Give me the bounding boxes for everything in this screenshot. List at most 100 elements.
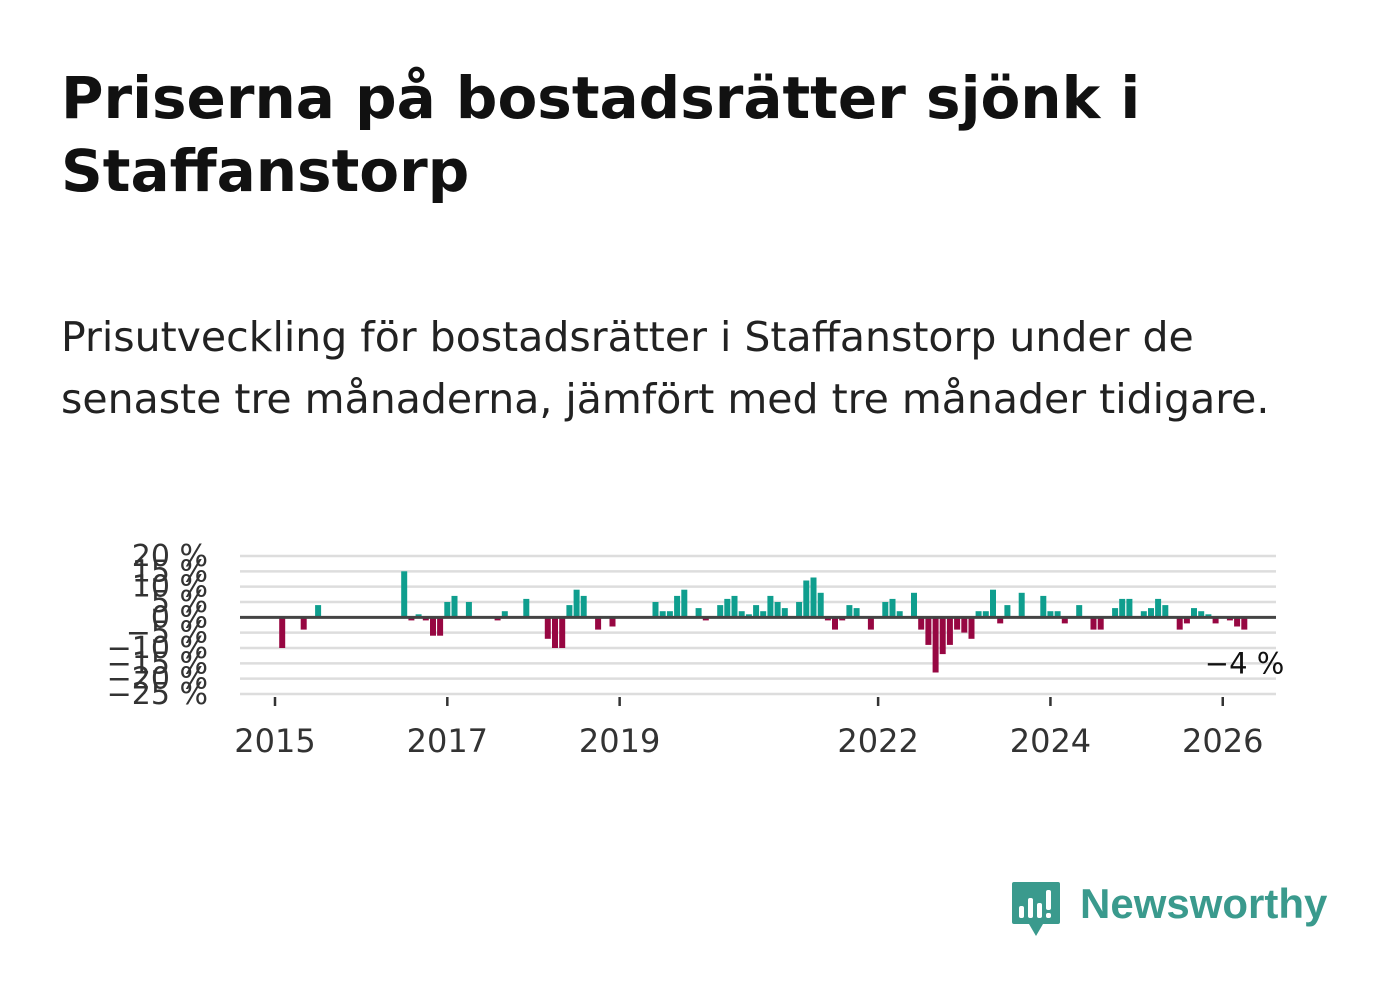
bar — [1191, 608, 1197, 618]
x-tick-label: 2015 — [234, 722, 315, 760]
bar — [1140, 611, 1147, 618]
bar — [1212, 617, 1219, 624]
bar — [767, 595, 774, 618]
y-tick-label: 0 % — [151, 600, 208, 635]
bar — [652, 602, 659, 618]
bar — [1226, 617, 1233, 621]
bar — [896, 611, 903, 618]
bar — [674, 595, 681, 618]
bar — [1047, 611, 1054, 618]
bar — [659, 611, 666, 618]
y-tick-label: 5 % — [151, 585, 208, 620]
bar — [279, 617, 286, 648]
bar — [889, 598, 896, 618]
bar — [882, 602, 889, 618]
x-tick-label: 2026 — [1182, 722, 1263, 760]
bar — [401, 571, 408, 618]
y-tick-label: 20 % — [132, 539, 208, 574]
bar — [695, 608, 702, 618]
bar — [1054, 611, 1061, 618]
x-tick-label: 2022 — [837, 722, 918, 760]
bar — [781, 608, 788, 618]
bar — [609, 617, 616, 627]
bar — [580, 595, 587, 618]
bar — [1018, 592, 1025, 618]
bar — [982, 611, 989, 618]
bar — [566, 605, 573, 618]
bar — [867, 617, 874, 630]
bar — [717, 605, 724, 618]
chart-title: Priserna på bostadsrätter sjönk i Staffa… — [61, 64, 1141, 205]
bar — [1155, 598, 1162, 618]
bar — [573, 589, 580, 618]
bar — [494, 617, 501, 621]
bar — [853, 608, 860, 618]
newsworthy-logo-icon — [1012, 882, 1060, 936]
bar — [559, 617, 566, 648]
bar — [932, 617, 939, 673]
bar — [1183, 617, 1190, 624]
y-tick-label: −10 % — [107, 631, 208, 666]
bar — [731, 595, 738, 618]
bar — [738, 611, 745, 618]
gridlines — [240, 554, 1276, 696]
bar — [437, 617, 444, 636]
bars — [279, 571, 1248, 673]
x-tick-label: 2017 — [407, 722, 488, 760]
bar — [1162, 605, 1169, 618]
bar — [997, 617, 1004, 624]
bar — [810, 577, 817, 618]
bar — [946, 617, 953, 645]
bar — [544, 617, 551, 639]
bar — [954, 617, 961, 630]
bar — [1097, 617, 1104, 630]
last-value-label: −4 % — [1205, 646, 1285, 680]
bar — [796, 602, 803, 618]
brand-name: Newsworthy — [1080, 880, 1328, 927]
bar — [1090, 617, 1097, 630]
bar — [444, 602, 451, 618]
bar — [501, 611, 508, 618]
bar — [961, 617, 968, 633]
y-axis-ticks: 20 %15 %10 %5 %0 %−5 %−10 %−15 %−20 %−25… — [107, 539, 208, 712]
bar — [702, 617, 709, 621]
chart-subtitle: Prisutveckling för bostadsrätter i Staff… — [61, 313, 1270, 423]
bar — [832, 617, 838, 630]
bar — [1126, 598, 1133, 618]
bar — [300, 617, 307, 630]
x-tick-label: 2019 — [579, 722, 660, 760]
bar — [1061, 617, 1068, 624]
bar — [817, 592, 824, 618]
bar — [1241, 617, 1248, 630]
bar — [315, 605, 322, 618]
bar — [1004, 605, 1011, 618]
price-change-bar-chart: 20 %15 %10 %5 %0 %−5 %−10 %−15 %−20 %−25… — [107, 539, 1285, 760]
bar — [846, 605, 853, 618]
y-tick-label: −5 % — [126, 616, 208, 651]
bar — [939, 617, 946, 655]
bar — [839, 617, 846, 621]
y-tick-label: −20 % — [107, 662, 208, 697]
bar — [681, 589, 688, 618]
bar — [918, 617, 925, 630]
x-tick-label: 2024 — [1010, 722, 1091, 760]
bar — [1076, 605, 1083, 618]
bar — [465, 602, 472, 618]
bar — [408, 617, 415, 621]
bar — [422, 617, 429, 621]
bar — [774, 602, 781, 618]
bar — [803, 580, 810, 618]
bar — [451, 595, 458, 618]
bar — [666, 611, 673, 618]
bar — [760, 611, 767, 618]
bar — [911, 592, 917, 618]
bar — [753, 605, 760, 618]
bar — [1040, 595, 1047, 618]
bar — [925, 617, 932, 645]
bar — [968, 617, 975, 639]
y-tick-label: −15 % — [107, 646, 208, 681]
y-tick-label: 15 % — [132, 554, 208, 589]
x-axis-ticks: 2015 2017 2019 2022 2024 2026 — [234, 697, 1263, 760]
bar — [1176, 617, 1183, 630]
bar — [990, 589, 996, 618]
